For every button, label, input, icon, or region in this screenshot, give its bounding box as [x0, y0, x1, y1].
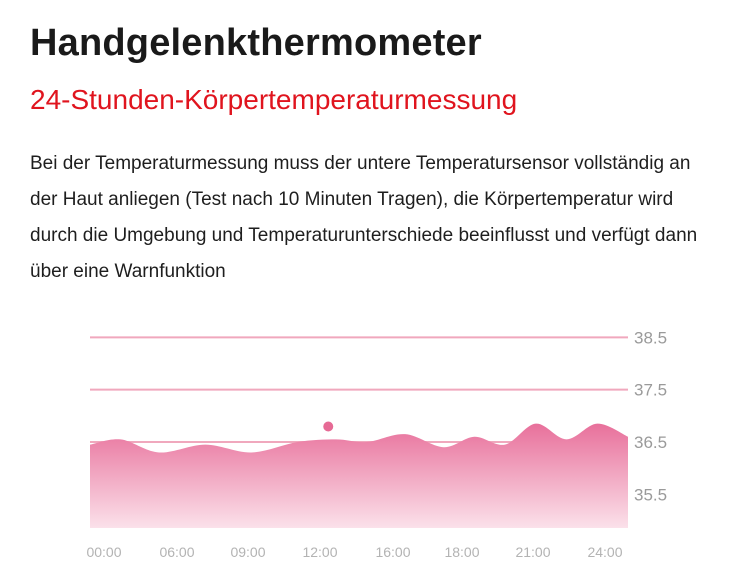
x-tick-labels: 00:00 06:00 09:00 12:00 16:00 18:00 21:00 24:00 — [86, 544, 622, 560]
current-temperature-marker — [323, 421, 334, 432]
description-text: Bei der Temperaturmessung muss der unter… — [30, 153, 698, 282]
x-tick-label: 16:00 — [375, 544, 410, 560]
temperature-area — [90, 423, 628, 528]
y-tick-label: 38.5 — [634, 328, 667, 347]
x-tick-label: 12:00 — [302, 544, 337, 560]
x-tick-label: 00:00 — [86, 544, 121, 560]
page-subtitle: 24-Stunden-Körpertemperaturmessung — [30, 84, 518, 115]
reference-lines — [90, 336, 628, 443]
y-tick-label: 35.5 — [634, 485, 667, 504]
y-tick-labels: 38.5 37.5 36.5 35.5 — [634, 328, 667, 504]
x-tick-label: 21:00 — [515, 544, 550, 560]
page-title: Handgelenkthermometer — [30, 22, 482, 64]
x-tick-label: 09:00 — [230, 544, 265, 560]
x-tick-label: 18:00 — [444, 544, 479, 560]
y-tick-label: 36.5 — [634, 433, 667, 452]
y-tick-label: 37.5 — [634, 381, 667, 400]
x-tick-label: 06:00 — [159, 544, 194, 560]
x-tick-label: 24:00 — [587, 544, 622, 560]
